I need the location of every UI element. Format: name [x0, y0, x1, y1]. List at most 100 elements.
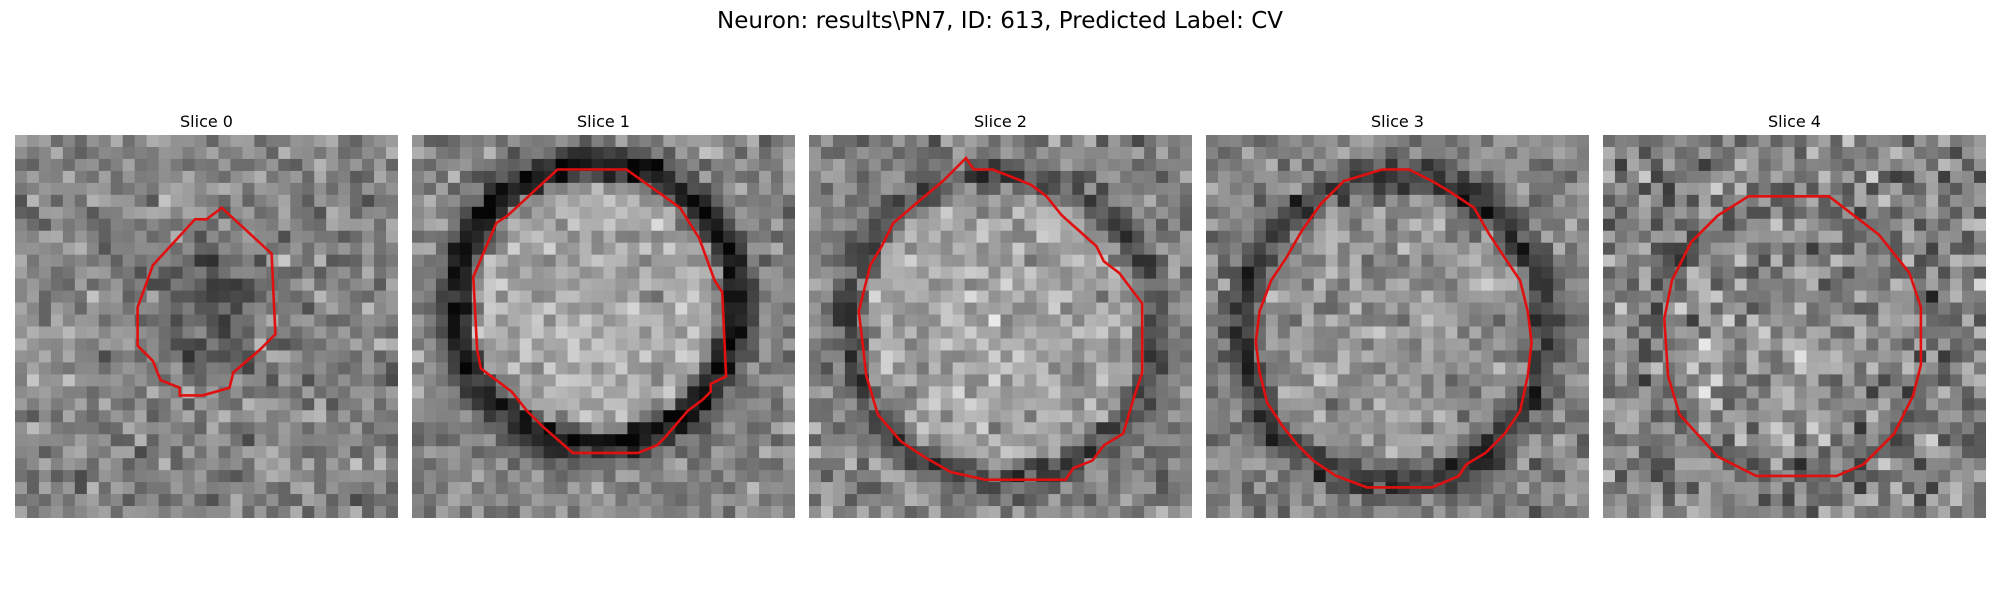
- image-pixel: [1481, 266, 1494, 280]
- image-pixel: [1349, 242, 1363, 256]
- image-pixel: [1349, 422, 1363, 435]
- image-pixel: [1289, 410, 1303, 423]
- image-pixel: [1024, 278, 1038, 292]
- image-pixel: [483, 194, 497, 208]
- image-pixel: [1036, 326, 1049, 340]
- image-pixel: [326, 458, 339, 471]
- image-pixel: [1698, 170, 1712, 184]
- image-pixel: [170, 326, 184, 340]
- image-pixel: [435, 338, 449, 352]
- image-pixel: [194, 254, 208, 268]
- image-pixel: [74, 326, 88, 340]
- image-pixel: [194, 135, 208, 148]
- image-pixel: [759, 218, 772, 232]
- image-pixel: [1818, 362, 1832, 375]
- image-pixel: [1217, 434, 1231, 447]
- image-pixel: [302, 494, 315, 507]
- image-pixel: [1674, 458, 1688, 471]
- image-pixel: [170, 434, 184, 447]
- image-pixel: [1168, 422, 1181, 435]
- image-pixel: [567, 290, 581, 304]
- image-pixel: [988, 135, 1002, 148]
- image-pixel: [146, 494, 160, 507]
- image-pixel: [1505, 470, 1518, 483]
- image-pixel: [218, 135, 232, 148]
- image-pixel: [1180, 434, 1192, 447]
- image-pixel: [447, 362, 461, 375]
- image-pixel: [194, 482, 208, 495]
- image-pixel: [1806, 410, 1820, 423]
- image-pixel: [1265, 158, 1279, 172]
- image-pixel: [1517, 362, 1530, 375]
- image-pixel: [122, 482, 136, 495]
- image-pixel: [170, 422, 184, 435]
- image-pixel: [1902, 338, 1915, 352]
- image-pixel: [771, 194, 784, 208]
- image-pixel: [74, 254, 88, 268]
- image-pixel: [1060, 350, 1073, 364]
- image-pixel: [1553, 434, 1566, 447]
- image-pixel: [747, 146, 760, 160]
- image-pixel: [302, 470, 315, 483]
- image-pixel: [1962, 278, 1975, 292]
- image-pixel: [567, 422, 581, 435]
- image-pixel: [747, 338, 760, 352]
- image-pixel: [338, 146, 351, 160]
- image-pixel: [374, 470, 387, 483]
- image-pixel: [50, 410, 64, 423]
- image-pixel: [1758, 326, 1772, 340]
- image-pixel: [326, 386, 339, 399]
- image-pixel: [651, 482, 664, 495]
- image-pixel: [1866, 374, 1879, 387]
- image-pixel: [15, 242, 28, 256]
- image-pixel: [435, 434, 449, 447]
- image-pixel: [976, 410, 990, 423]
- image-pixel: [1650, 254, 1664, 268]
- image-pixel: [1120, 494, 1133, 507]
- image-pixel: [1686, 434, 1700, 447]
- image-pixel: [1950, 410, 1963, 423]
- image-pixel: [412, 434, 425, 447]
- image-pixel: [940, 302, 954, 316]
- image-pixel: [1662, 230, 1676, 244]
- image-pixel: [1481, 194, 1494, 208]
- image-pixel: [62, 506, 76, 518]
- image-pixel: [1746, 135, 1760, 148]
- image-pixel: [1614, 218, 1628, 232]
- image-pixel: [1662, 158, 1676, 172]
- image-pixel: [326, 422, 339, 435]
- image-pixel: [1301, 182, 1315, 196]
- image-pixel: [555, 242, 569, 256]
- image-pixel: [1433, 422, 1446, 435]
- image-pixel: [663, 350, 676, 364]
- image-pixel: [374, 374, 387, 387]
- image-pixel: [1481, 242, 1494, 256]
- image-pixel: [1229, 206, 1243, 220]
- image-pixel: [531, 242, 545, 256]
- image-pixel: [423, 266, 437, 280]
- image-pixel: [1132, 434, 1145, 447]
- image-pixel: [856, 230, 870, 244]
- image-pixel: [1662, 194, 1676, 208]
- image-pixel: [1265, 242, 1279, 256]
- image-pixel: [1385, 350, 1399, 364]
- image-pixel: [1445, 374, 1458, 387]
- image-pixel: [820, 494, 834, 507]
- image-pixel: [134, 398, 148, 411]
- slice-panel-0: Slice 0: [15, 112, 398, 518]
- image-pixel: [1156, 410, 1169, 423]
- image-pixel: [1024, 482, 1038, 495]
- image-pixel: [639, 135, 652, 148]
- image-pixel: [1577, 314, 1589, 328]
- image-pixel: [386, 422, 398, 435]
- image-pixel: [110, 218, 124, 232]
- image-pixel: [1084, 254, 1097, 268]
- image-pixel: [386, 182, 398, 196]
- image-pixel: [567, 135, 581, 148]
- image-pixel: [122, 218, 136, 232]
- image-pixel: [423, 422, 437, 435]
- image-pixel: [1313, 446, 1327, 459]
- image-pixel: [1626, 266, 1640, 280]
- image-pixel: [711, 194, 724, 208]
- image-pixel: [350, 254, 363, 268]
